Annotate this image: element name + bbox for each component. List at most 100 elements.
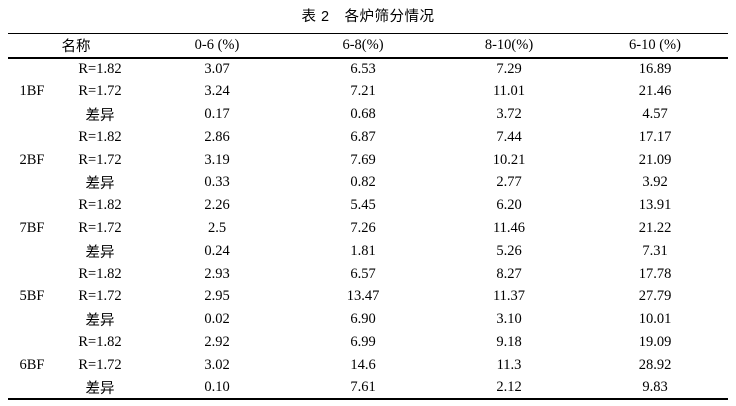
value-cell: 6.90 [350, 311, 376, 328]
table-row: 差异 0.33 0.82 2.77 3.92 [8, 171, 728, 194]
row-label: 差异 [85, 313, 115, 330]
table-row: R=1.82 2.26 5.45 6.20 13.91 [8, 194, 728, 217]
spacer-cell [8, 240, 56, 263]
value-cell: 0.17 [204, 105, 230, 122]
col-header-name: 名称 [61, 38, 91, 55]
value-cell: 9.83 [642, 379, 668, 396]
value-cell: 10.21 [492, 151, 526, 168]
table-row: R=1.82 2.86 6.87 7.44 17.17 [8, 126, 728, 149]
table-row: R=1.82 2.93 6.57 8.27 17.78 [8, 263, 728, 286]
value-cell: 0.10 [204, 379, 230, 396]
group-label-7bf: 7BF [19, 219, 45, 236]
value-cell: 1.81 [350, 242, 376, 259]
table-row: 差异 0.10 7.61 2.12 9.83 [8, 377, 728, 400]
value-cell: 17.78 [638, 265, 672, 282]
row-label: R=1.82 [78, 128, 122, 145]
value-cell: 21.46 [638, 83, 672, 100]
group-label-2bf: 2BF [19, 151, 45, 168]
row-label: R=1.72 [78, 356, 122, 373]
value-cell: 3.07 [204, 60, 230, 77]
value-cell: 7.69 [350, 151, 376, 168]
row-label: R=1.82 [78, 197, 122, 214]
sieving-table: 名称 0-6 (%) 6-8(%) 8-10(%) 6-10 (%) R=1.8… [8, 33, 728, 401]
value-cell: 3.92 [642, 174, 668, 191]
table-caption: 表 2 各炉筛分情况 [301, 9, 435, 25]
value-cell: 2.26 [204, 197, 230, 214]
row-label: R=1.72 [78, 288, 122, 305]
value-cell: 7.29 [496, 60, 522, 77]
value-cell: 0.33 [204, 174, 230, 191]
value-cell: 4.57 [642, 105, 668, 122]
value-cell: 11.37 [492, 288, 526, 305]
group-label-1bf: 1BF [19, 83, 45, 100]
row-label: 差异 [85, 244, 115, 261]
group-label-6bf: 6BF [19, 356, 45, 373]
value-cell: 9.18 [496, 333, 522, 350]
table-row: R=1.82 3.07 6.53 7.29 16.89 [8, 58, 728, 81]
value-cell: 21.22 [638, 219, 672, 236]
table-row: 差异 0.02 6.90 3.10 10.01 [8, 308, 728, 331]
value-cell: 2.86 [204, 128, 230, 145]
value-cell: 13.91 [638, 197, 672, 214]
value-cell: 3.02 [204, 356, 230, 373]
value-cell: 2.95 [204, 288, 230, 305]
value-cell: 2.93 [204, 265, 230, 282]
row-label: R=1.72 [78, 151, 122, 168]
value-cell: 6.20 [496, 197, 522, 214]
value-cell: 3.10 [496, 311, 522, 328]
value-cell: 2.92 [204, 333, 230, 350]
spacer-cell [8, 331, 56, 354]
value-cell: 0.68 [350, 105, 376, 122]
table-row: 差异 0.24 1.81 5.26 7.31 [8, 240, 728, 263]
table-row: 6BF R=1.72 3.02 14.6 11.3 28.92 [8, 354, 728, 377]
row-label: R=1.82 [78, 333, 122, 350]
value-cell: 10.01 [638, 311, 672, 328]
value-cell: 13.47 [346, 288, 380, 305]
value-cell: 27.79 [638, 288, 672, 305]
value-cell: 6.57 [350, 265, 376, 282]
value-cell: 28.92 [638, 356, 672, 373]
value-cell: 11.46 [492, 219, 526, 236]
value-cell: 11.01 [492, 83, 526, 100]
row-label: 差异 [85, 381, 115, 398]
row-label: R=1.82 [78, 265, 122, 282]
col-header-6-8: 6-8(%) [342, 36, 384, 53]
value-cell: 2.5 [207, 219, 227, 236]
value-cell: 7.44 [496, 128, 522, 145]
value-cell: 0.24 [204, 242, 230, 259]
value-cell: 2.12 [496, 379, 522, 396]
value-cell: 3.24 [204, 83, 230, 100]
value-cell: 3.19 [204, 151, 230, 168]
spacer-cell [8, 103, 56, 126]
value-cell: 3.72 [496, 105, 522, 122]
table-row: 7BF R=1.72 2.5 7.26 11.46 21.22 [8, 217, 728, 240]
value-cell: 14.6 [350, 356, 376, 373]
value-cell: 21.09 [638, 151, 672, 168]
col-header-0-6: 0-6 (%) [194, 36, 240, 53]
value-cell: 6.87 [350, 128, 376, 145]
spacer-cell [8, 377, 56, 400]
value-cell: 8.27 [496, 265, 522, 282]
row-label: R=1.72 [78, 219, 122, 236]
spacer-cell [8, 308, 56, 331]
table-row: R=1.82 2.92 6.99 9.18 19.09 [8, 331, 728, 354]
value-cell: 7.31 [642, 242, 668, 259]
value-cell: 5.26 [496, 242, 522, 259]
spacer-cell [8, 171, 56, 194]
value-cell: 5.45 [350, 197, 376, 214]
value-cell: 7.61 [350, 379, 376, 396]
value-cell: 16.89 [638, 60, 672, 77]
value-cell: 17.17 [638, 128, 672, 145]
table-row: 1BF R=1.72 3.24 7.21 11.01 21.46 [8, 80, 728, 103]
spacer-cell [8, 126, 56, 149]
value-cell: 6.53 [350, 60, 376, 77]
table-row: 2BF R=1.72 3.19 7.69 10.21 21.09 [8, 149, 728, 172]
spacer-cell [8, 263, 56, 286]
value-cell: 0.82 [350, 174, 376, 191]
value-cell: 6.99 [350, 333, 376, 350]
value-cell: 2.77 [496, 174, 522, 191]
row-label: R=1.82 [78, 60, 122, 77]
spacer-cell [8, 194, 56, 217]
value-cell: 11.3 [496, 356, 522, 373]
